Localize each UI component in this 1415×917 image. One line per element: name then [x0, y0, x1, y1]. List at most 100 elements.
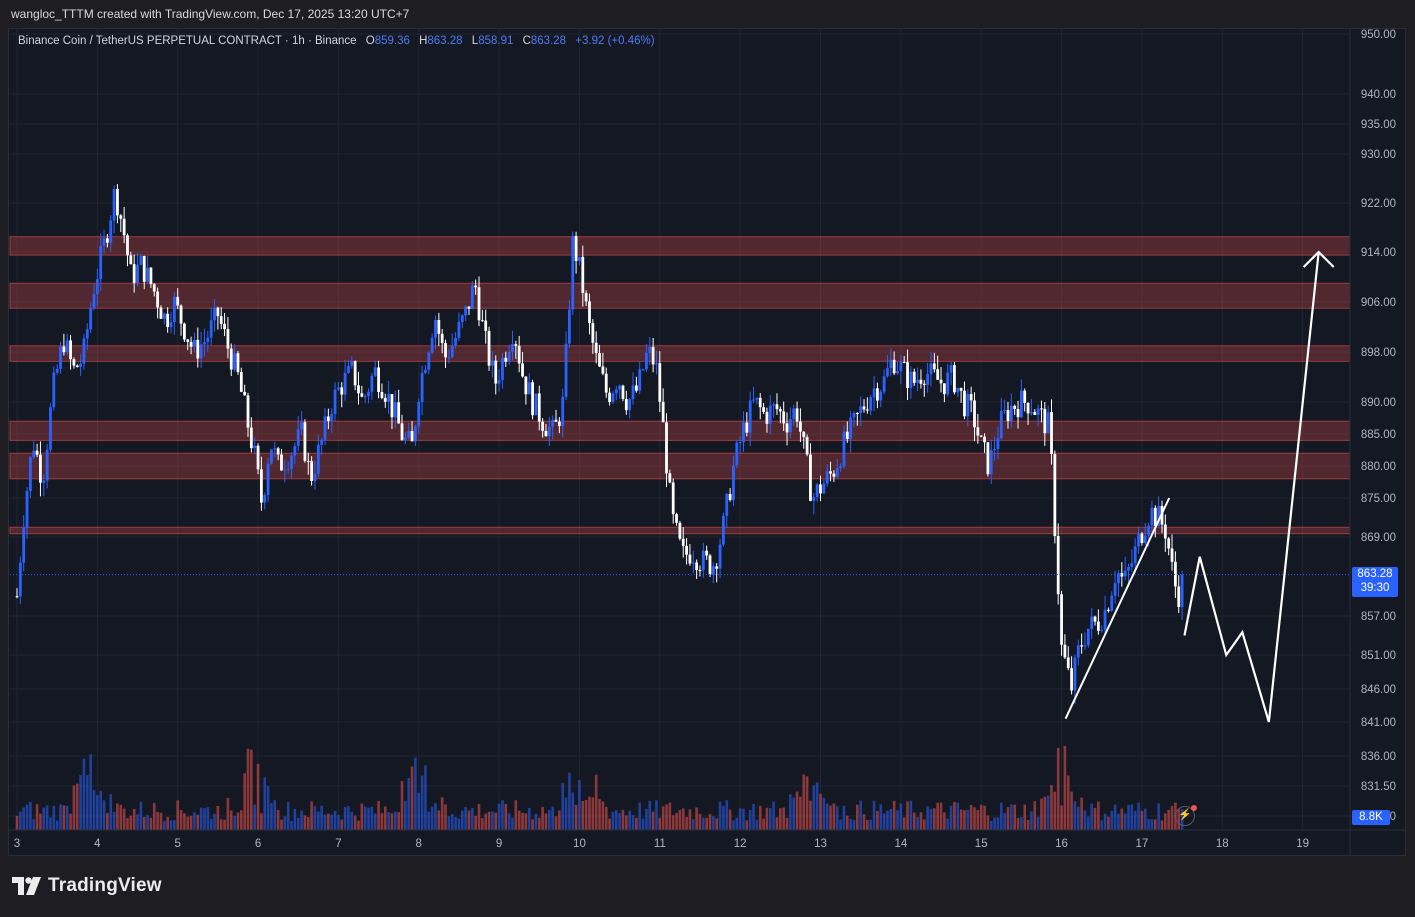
candle-body	[611, 393, 615, 403]
volume-bar	[966, 809, 970, 830]
chart-frame[interactable]	[8, 28, 1406, 856]
candle-body	[531, 382, 534, 416]
volume-bar	[213, 813, 216, 830]
candle-body	[561, 396, 565, 426]
volume-bar	[152, 802, 156, 830]
candle-body	[919, 379, 923, 384]
candle-body	[661, 401, 665, 423]
candle-body	[263, 495, 267, 503]
candle-body	[410, 430, 414, 442]
volume-bar	[417, 792, 421, 830]
volume-bar	[464, 807, 467, 830]
candle-body	[1009, 405, 1013, 422]
candle-body	[775, 404, 779, 410]
candle-body	[889, 359, 893, 369]
volume-bar	[149, 817, 153, 830]
time-tick-label: 13	[814, 838, 827, 850]
volume-bar	[514, 800, 518, 830]
candle-body	[551, 419, 555, 427]
volume-bar	[337, 814, 340, 830]
volume-bar	[407, 777, 411, 830]
candle-body	[424, 369, 427, 373]
current-price: 863.28	[1357, 568, 1393, 580]
candle-body	[166, 313, 170, 328]
price-chart[interactable]: 950.00 940.00 935.00 930.00 922.00 914.00 906.…	[8, 28, 1406, 856]
volume-bar	[1164, 813, 1167, 830]
candle-body	[742, 422, 745, 443]
volume-bar	[802, 774, 806, 830]
candle-body	[203, 342, 206, 345]
symbol-name[interactable]: Binance Coin / TetherUS PERPETUAL CONTRA…	[18, 35, 357, 47]
volume-bar	[226, 797, 230, 830]
candle-body	[916, 379, 919, 383]
volume-bar	[909, 800, 913, 830]
candle-body	[752, 399, 755, 401]
volume-bar	[296, 817, 300, 830]
candle-body	[902, 362, 906, 364]
price-tick-label: 841.00	[1361, 717, 1396, 729]
volume-bar	[99, 790, 102, 830]
volume-bar	[1093, 807, 1097, 830]
time-tick-label: 18	[1216, 838, 1229, 850]
volume-bar	[481, 818, 484, 830]
candle-body	[922, 383, 926, 385]
candle-body	[1076, 645, 1080, 658]
candle-body	[795, 408, 799, 422]
candle-body	[557, 421, 561, 426]
volume-bar	[420, 775, 424, 830]
volume-bar	[1110, 810, 1114, 830]
volume-bar	[447, 816, 451, 830]
volume-bar	[976, 809, 980, 830]
volume-bar	[517, 810, 521, 830]
candle-body	[273, 448, 277, 450]
volume-bar	[1020, 817, 1023, 830]
candle-body	[845, 431, 849, 439]
candle-body	[1083, 645, 1087, 647]
volume-bar	[1046, 795, 1050, 830]
candle-body	[999, 411, 1003, 439]
volume-bar	[457, 818, 461, 830]
volume-bar	[772, 801, 775, 830]
candle-body	[621, 385, 625, 399]
candle-body	[568, 309, 571, 344]
candle-body	[193, 339, 196, 347]
price-tick-label: 935.00	[1361, 119, 1396, 131]
tradingview-logo[interactable]: TradingView	[12, 875, 162, 897]
volume-bar	[1090, 803, 1093, 830]
candle-body	[698, 570, 702, 572]
candle-body	[1033, 412, 1037, 415]
volume-bar	[795, 791, 799, 830]
candle-body	[156, 291, 160, 308]
volume-bar	[1013, 804, 1016, 830]
candle-body	[129, 255, 133, 265]
candle-body	[1003, 410, 1007, 412]
candle-body	[256, 445, 260, 470]
volume-bar	[471, 808, 474, 830]
volume-bar	[383, 806, 387, 830]
candle-body	[959, 387, 963, 391]
candle-body	[949, 365, 953, 373]
volume-bar	[651, 811, 655, 830]
volume-bar	[799, 796, 802, 830]
clock-icon[interactable]: ⚡	[1175, 805, 1197, 826]
current-price-tag: 863.28 39:30	[1352, 567, 1398, 597]
volume-bar	[276, 809, 280, 830]
volume-bar	[333, 810, 337, 830]
high-label: H	[419, 35, 428, 47]
candle-body	[169, 322, 173, 328]
volume-bar	[203, 808, 206, 830]
candle-body	[236, 353, 240, 373]
volume-bar	[1056, 747, 1060, 830]
volume-bar	[661, 806, 665, 830]
candle-body	[122, 218, 126, 236]
candle-body	[316, 444, 320, 474]
volume-bar	[939, 802, 943, 830]
candle-body	[1093, 616, 1097, 622]
candle-body	[82, 338, 86, 364]
volume-bar	[253, 804, 257, 830]
candle-body	[223, 323, 226, 330]
candle-body	[799, 421, 802, 432]
volume-bar	[722, 806, 725, 830]
time-tick-label: 17	[1136, 838, 1149, 850]
candle-body	[296, 429, 300, 446]
